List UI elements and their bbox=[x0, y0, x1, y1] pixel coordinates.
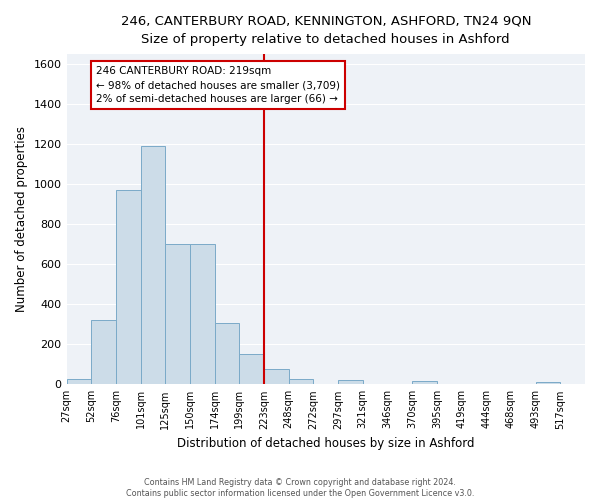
Bar bbox=[215, 324, 239, 384]
X-axis label: Distribution of detached houses by size in Ashford: Distribution of detached houses by size … bbox=[177, 437, 475, 450]
Bar bbox=[289, 380, 313, 384]
Bar bbox=[264, 370, 289, 384]
Bar bbox=[91, 320, 116, 384]
Bar bbox=[338, 380, 363, 384]
Bar bbox=[116, 190, 140, 384]
Bar bbox=[190, 244, 215, 384]
Y-axis label: Number of detached properties: Number of detached properties bbox=[15, 126, 28, 312]
Bar bbox=[67, 380, 91, 384]
Bar bbox=[239, 354, 264, 384]
Title: 246, CANTERBURY ROAD, KENNINGTON, ASHFORD, TN24 9QN
Size of property relative to: 246, CANTERBURY ROAD, KENNINGTON, ASHFOR… bbox=[121, 15, 531, 46]
Bar bbox=[412, 382, 437, 384]
Text: 246 CANTERBURY ROAD: 219sqm
← 98% of detached houses are smaller (3,709)
2% of s: 246 CANTERBURY ROAD: 219sqm ← 98% of det… bbox=[96, 66, 340, 104]
Bar bbox=[165, 244, 190, 384]
Bar bbox=[536, 382, 560, 384]
Text: Contains HM Land Registry data © Crown copyright and database right 2024.
Contai: Contains HM Land Registry data © Crown c… bbox=[126, 478, 474, 498]
Bar bbox=[140, 146, 165, 384]
